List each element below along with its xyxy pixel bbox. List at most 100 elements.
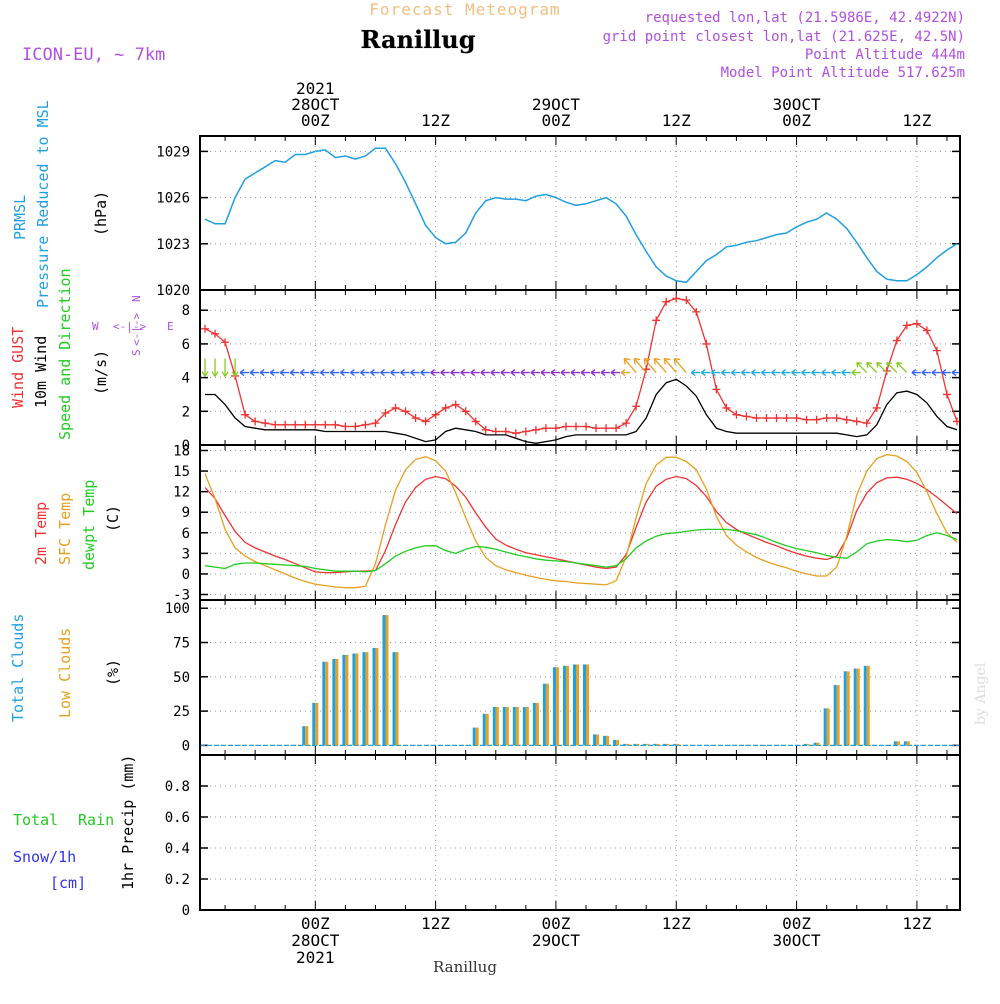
bottom-time-label: 12Z <box>662 914 691 933</box>
low-clouds-label: Low Clouds <box>56 628 74 718</box>
wind-arrow <box>653 357 667 373</box>
y-tick-label: 3 <box>182 546 190 562</box>
wind-arrow <box>731 369 741 377</box>
y-tick-label: 9 <box>182 505 190 521</box>
total-cloud-bar <box>322 661 326 746</box>
wind-arrow <box>921 369 931 377</box>
low-cloud-bar <box>395 652 399 746</box>
precip-unit-label: 1hr Precip (mm) <box>119 755 137 890</box>
top-time-label: 12Z <box>902 111 931 130</box>
total-cloud-bar <box>532 702 536 746</box>
total-cloud-bar <box>562 665 566 746</box>
low-cloud-bar <box>505 706 509 746</box>
compass-horiz: <-|-> <box>113 320 146 333</box>
low-cloud-bar <box>846 671 850 746</box>
compass-n: N <box>130 295 143 302</box>
total-cloud-bar <box>342 654 346 746</box>
gust-marker <box>722 403 731 412</box>
low-cloud-bar <box>816 742 820 746</box>
gust-marker <box>311 420 320 429</box>
total-cloud-bar <box>893 741 897 746</box>
total-cloud-bar <box>362 652 366 746</box>
total-cloud-bar <box>552 667 556 746</box>
gust-marker <box>782 414 791 423</box>
gust-marker <box>862 419 871 428</box>
gust-line <box>204 297 958 434</box>
wind-arrow <box>791 369 801 377</box>
gust-marker <box>662 297 671 306</box>
compass-w: W <box>92 320 99 333</box>
gust-marker <box>401 407 410 416</box>
gust-marker <box>632 402 641 411</box>
gust-marker <box>571 422 580 431</box>
gust-marker <box>742 412 751 421</box>
total-cloud-bar <box>853 668 857 746</box>
low-cloud-bar <box>535 702 539 746</box>
wind-arrow <box>720 369 731 377</box>
wind-arrow <box>673 357 687 373</box>
low-cloud-bar <box>866 665 870 746</box>
wind-arrow <box>866 361 878 374</box>
wind-arrow <box>771 369 781 377</box>
gust-marker <box>712 385 721 394</box>
gust-marker <box>692 307 701 316</box>
top-time-label: 12Z <box>662 111 691 130</box>
low-cloud-bar <box>616 739 620 746</box>
y-tick-label: 0.6 <box>165 810 190 826</box>
total-cloud-bar <box>392 652 396 746</box>
wind-arrow <box>663 357 677 373</box>
wind10m-line <box>205 378 958 444</box>
wind-arrow <box>590 369 601 377</box>
low-cloud-bar <box>565 665 569 746</box>
gust-marker <box>511 429 520 438</box>
gust-marker <box>251 417 260 426</box>
low-cloud-bar <box>606 735 610 746</box>
low-cloud-bar <box>355 653 359 746</box>
low-cloud-bar <box>666 743 670 746</box>
wind-arrow <box>380 369 390 377</box>
gust-marker <box>241 410 250 419</box>
wind-arrow <box>211 358 219 377</box>
total-cloud-bar <box>482 713 486 746</box>
wind-arrow <box>269 369 280 377</box>
gust-marker <box>652 316 661 325</box>
total-cloud-bar <box>633 743 637 746</box>
pressure-line <box>204 147 958 284</box>
low-cloud-bar <box>636 743 640 746</box>
wind-arrow <box>911 369 921 377</box>
gust-marker <box>592 424 601 433</box>
wind-arrow <box>623 357 637 373</box>
wind-arrow <box>690 369 701 377</box>
gust-marker <box>541 424 550 433</box>
bottom-time-label: 29OCT <box>532 931 581 950</box>
y-tick-label: 12 <box>173 485 190 501</box>
wind-arrow <box>821 369 831 377</box>
wind-arrow <box>410 369 420 377</box>
wind-arrow <box>239 369 250 377</box>
gust-marker <box>481 425 490 434</box>
wind-arrow <box>201 358 209 377</box>
gust-marker <box>221 338 230 347</box>
wind-arrow <box>221 358 229 377</box>
wind-arrow <box>831 369 841 377</box>
low-cloud-bar <box>626 743 630 746</box>
total-cloud-bar <box>903 741 907 746</box>
gust-marker <box>551 424 560 433</box>
wind-arrow <box>440 369 450 377</box>
low-cloud-bar <box>495 706 499 746</box>
wind-arrow <box>941 369 951 377</box>
wind-arrow <box>309 369 320 377</box>
y-tick-label: 75 <box>173 636 190 652</box>
gust-marker <box>902 321 911 330</box>
wind-arrow <box>600 369 611 377</box>
low-cloud-bar <box>365 652 369 746</box>
y-tick-label: 1023 <box>156 237 190 253</box>
total-cloud-bar <box>603 735 607 746</box>
gust-marker <box>812 415 821 424</box>
gust-marker <box>261 419 270 428</box>
wind-arrow <box>510 369 520 377</box>
gust-marker <box>882 366 891 375</box>
gust-marker <box>942 390 951 399</box>
wind-arrow <box>400 369 410 377</box>
bottom-time-label: 2021 <box>296 948 335 967</box>
